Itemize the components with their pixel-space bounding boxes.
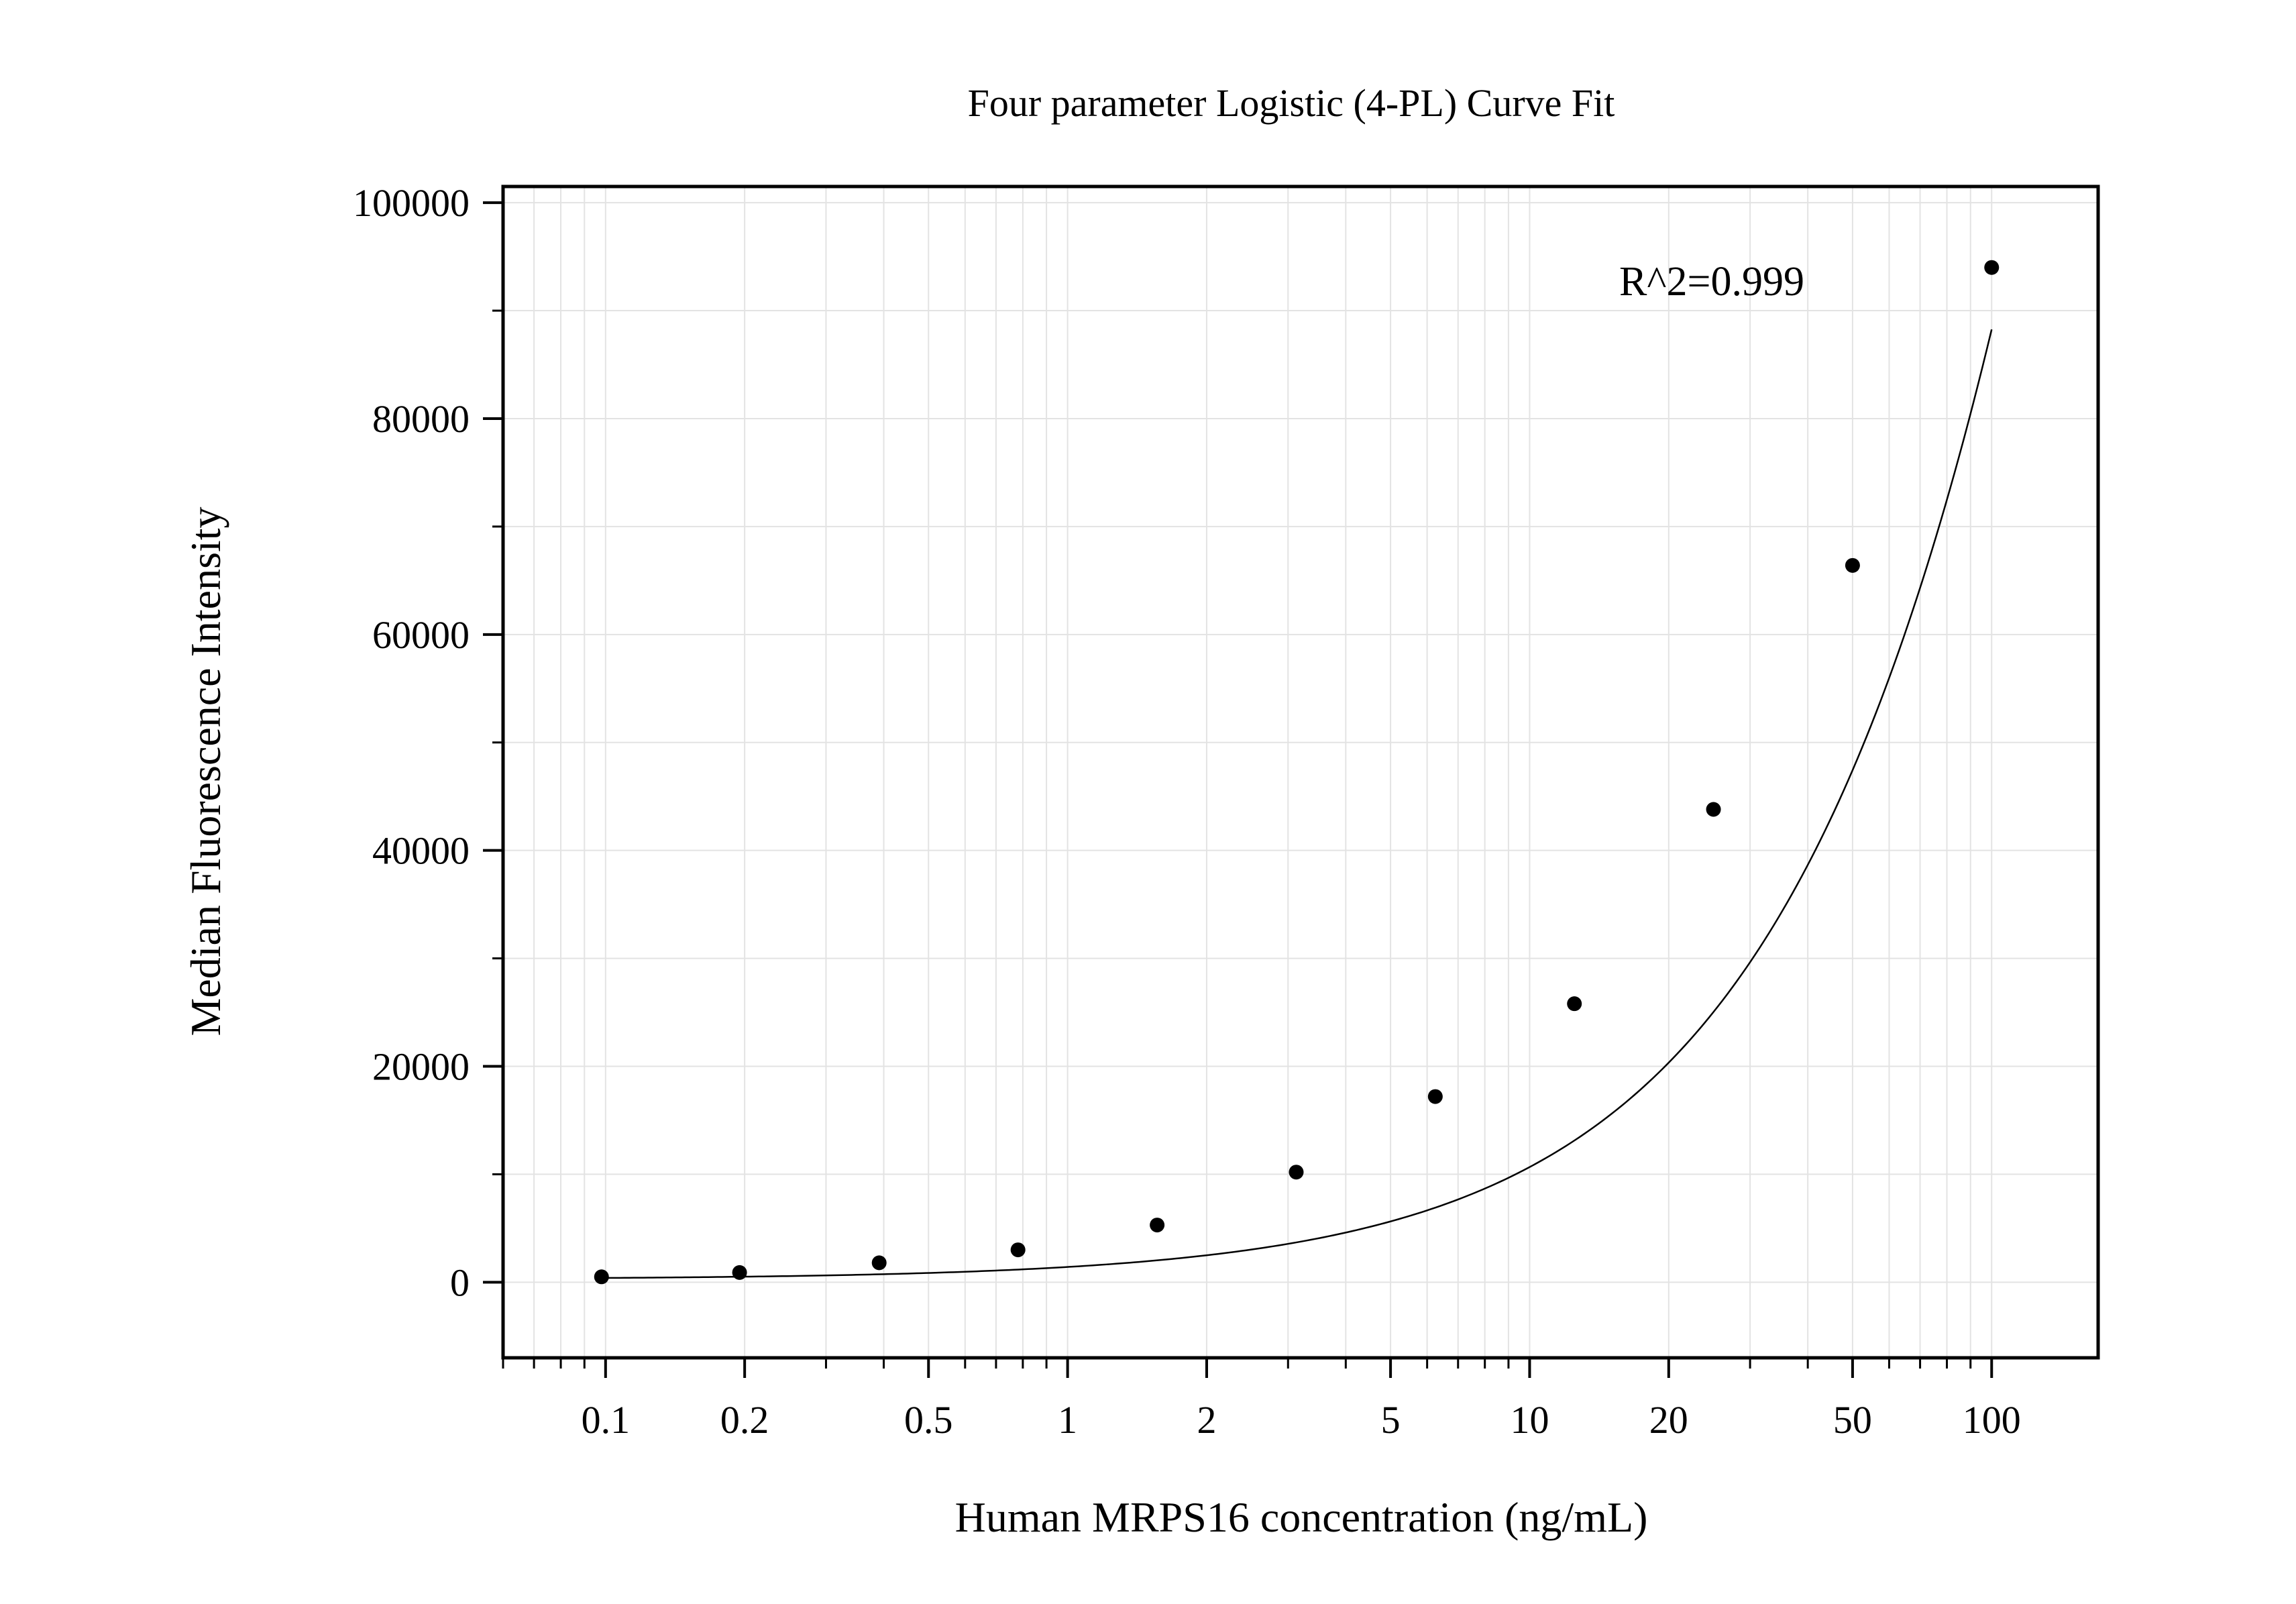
data-point <box>1010 1242 1026 1258</box>
x-axis-title: Human MRPS16 concentration (ng/mL) <box>955 1493 1648 1541</box>
x-tick-label: 50 <box>1833 1398 1872 1442</box>
x-tick-label: 10 <box>1510 1398 1549 1442</box>
data-point <box>1289 1165 1304 1180</box>
data-point <box>732 1265 747 1280</box>
x-tick-label: 100 <box>1963 1398 2021 1442</box>
plot-frame <box>501 184 2100 1360</box>
y-tick-label: 0 <box>450 1261 470 1304</box>
y-tick-label: 100000 <box>353 181 470 225</box>
chart-title: Four parameter Logistic (4-PL) Curve Fit <box>968 81 1615 125</box>
fit-curve <box>601 329 1993 1279</box>
x-tick-label: 2 <box>1197 1398 1216 1442</box>
y-tick-label: 60000 <box>372 613 470 657</box>
y-tick-label: 20000 <box>372 1045 470 1089</box>
x-tick-label: 1 <box>1058 1398 1077 1442</box>
data-point <box>1150 1218 1165 1233</box>
y-tick-label: 80000 <box>372 397 470 441</box>
data-point <box>1845 557 1860 573</box>
data-point <box>871 1255 887 1271</box>
x-tick-label: 0.1 <box>582 1398 631 1442</box>
fit-curve-layer <box>601 329 1993 1279</box>
data-point <box>594 1269 609 1285</box>
y-tick-label: 40000 <box>372 829 470 873</box>
x-tick-labels: 0.1 0.2 0.5 1 2 5 10 20 50 100 <box>582 1398 2021 1442</box>
x-tick-label: 20 <box>1649 1398 1688 1442</box>
data-point <box>1567 996 1582 1012</box>
data-point <box>1706 802 1721 817</box>
x-tick-label: 5 <box>1381 1398 1401 1442</box>
x-tick-label: 0.5 <box>904 1398 953 1442</box>
data-point <box>1427 1089 1443 1104</box>
data-point <box>1984 260 2000 275</box>
x-tick-label: 0.2 <box>720 1398 769 1442</box>
data-points <box>594 260 2000 1285</box>
y-tick-labels: 0 20000 40000 60000 80000 100000 <box>353 181 470 1304</box>
r-squared-annotation: R^2=0.999 <box>1619 259 1804 305</box>
y-axis-title: Median Fluorescence Intensity <box>182 506 229 1036</box>
axis-ticks <box>483 201 1993 1378</box>
grid <box>502 186 2098 1358</box>
